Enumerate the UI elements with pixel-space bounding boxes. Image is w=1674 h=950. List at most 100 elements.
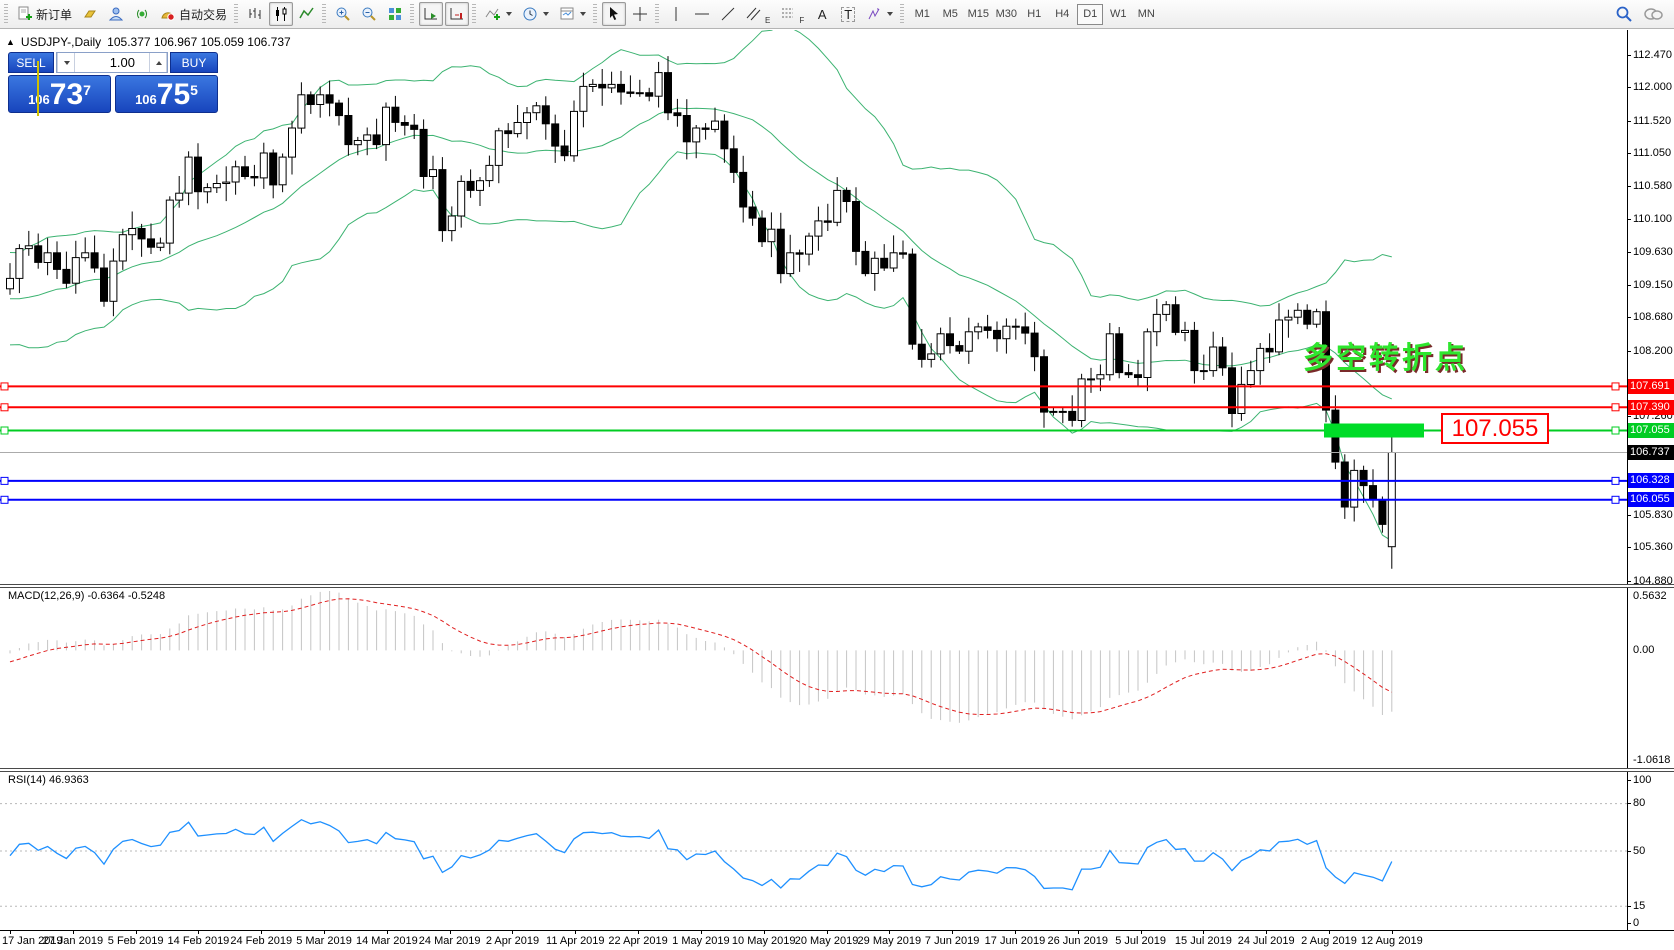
new-order-button[interactable]: 新订单: [13, 2, 76, 26]
macd-signal-line: [9, 598, 1393, 715]
sell-price-box[interactable]: 106 73 7: [8, 75, 111, 113]
buy-price-box[interactable]: 106 75 5: [115, 75, 218, 113]
candle-body: [316, 94, 325, 106]
candle-body: [203, 187, 212, 193]
date-tick-mark: [261, 930, 263, 934]
tile-windows-button[interactable]: [383, 2, 407, 26]
tf-m5-button[interactable]: M5: [942, 8, 958, 20]
candle-body: [1256, 347, 1265, 372]
date-label: 5 Jul 2019: [1115, 935, 1166, 947]
candle-body: [673, 112, 682, 117]
collapse-arrow-icon[interactable]: ▲: [6, 37, 15, 47]
candle-body: [1275, 319, 1283, 353]
price-tick-label: 112.470: [1633, 48, 1672, 61]
tf-m15-button[interactable]: M15: [967, 8, 989, 20]
turning-point-annotation[interactable]: 多空转折点: [1303, 342, 1468, 375]
level-line-handle: [1611, 476, 1620, 485]
crosshair-button[interactable]: [628, 2, 652, 26]
horizontal-line-button[interactable]: [690, 2, 714, 26]
candle-body: [541, 105, 550, 125]
tf-h4-button[interactable]: H4: [1055, 8, 1070, 20]
candle-body: [438, 169, 447, 232]
tf-m1-button[interactable]: M1: [914, 8, 930, 20]
candle-body: [626, 91, 635, 94]
volume-stepper[interactable]: 1.00: [56, 52, 168, 73]
candle-body: [861, 250, 870, 275]
volume-down-button[interactable]: [57, 53, 75, 72]
profile-button[interactable]: [78, 2, 102, 26]
search-button[interactable]: [1611, 2, 1637, 26]
date-label: 5 Mar 2019: [296, 935, 352, 947]
signal-icon: [134, 6, 150, 22]
candle-body: [109, 260, 118, 302]
price-chart-canvas[interactable]: [0, 30, 1674, 930]
text-label-button[interactable]: T: [836, 2, 860, 26]
indicators-button[interactable]: [481, 2, 516, 26]
candle-body: [353, 140, 362, 146]
buy-button[interactable]: BUY: [170, 52, 218, 73]
signals-button[interactable]: [130, 2, 154, 26]
trendline-button[interactable]: [716, 2, 740, 26]
auto-trading-button[interactable]: 自动交易: [156, 2, 231, 26]
arrows-button[interactable]: [862, 2, 897, 26]
candlestick-button[interactable]: [269, 2, 294, 26]
text-button[interactable]: A: [810, 2, 834, 26]
toolbar-grip: [655, 4, 660, 24]
price-tick-mark: [1627, 580, 1631, 582]
macd-pane-splitter[interactable]: [0, 584, 1674, 588]
zoom-in-button[interactable]: [331, 2, 355, 26]
cursor-button[interactable]: [602, 2, 627, 26]
line-chart-button[interactable]: [295, 2, 319, 26]
candle-body: [729, 148, 738, 173]
date-tick-mark: [512, 930, 514, 934]
tf-d1-button[interactable]: D1: [1077, 3, 1104, 25]
sell-price-big: 73: [49, 78, 84, 111]
date-tick-mark: [324, 930, 326, 934]
fibonacci-button[interactable]: F: [776, 2, 808, 26]
templates-button[interactable]: [555, 2, 590, 26]
volume-up-button[interactable]: [149, 53, 167, 72]
tf-h1-button[interactable]: H1: [1027, 8, 1042, 20]
date-label: 2 Aug 2019: [1301, 935, 1357, 947]
tf-mn-button[interactable]: MN: [1137, 8, 1155, 20]
zoom-out-button[interactable]: [357, 2, 381, 26]
rsi-scale-label: 50: [1633, 844, 1646, 857]
text-label-icon: T: [841, 6, 856, 22]
candle-body: [870, 257, 879, 275]
auto-trading-label: 自动交易: [179, 7, 228, 22]
volume-value[interactable]: 1.00: [109, 55, 135, 70]
sell-price-sup: 7: [83, 82, 91, 98]
candle-body: [588, 83, 597, 88]
community-button[interactable]: [1639, 2, 1667, 26]
sell-button[interactable]: SELL: [8, 52, 54, 73]
auto-scroll-button[interactable]: [419, 2, 444, 26]
candle-body: [664, 72, 672, 114]
rsi-scale-label: 80: [1633, 797, 1646, 810]
candle-body: [899, 252, 907, 255]
level-price-label[interactable]: 107.055: [1441, 413, 1549, 444]
candle-body: [118, 234, 127, 262]
tf-w1-button[interactable]: W1: [1110, 8, 1127, 20]
candle-body: [1152, 313, 1161, 333]
bar-chart-button[interactable]: [243, 2, 267, 26]
level-line-handle: [1611, 426, 1620, 435]
expert-advisors-button[interactable]: [104, 2, 128, 26]
candle-body: [805, 235, 813, 255]
price-tick-label: 104.880: [1633, 574, 1673, 587]
date-tick-mark: [638, 930, 640, 934]
date-axis[interactable]: 17 Jan 2019 27 Jan 2019 5 Feb 2019 14 Feb 2…: [0, 930, 1674, 950]
candle-body: [325, 94, 334, 104]
date-label: 15 Jul 2019: [1174, 935, 1232, 947]
line-chart-icon: [299, 6, 315, 22]
candle-body: [560, 145, 569, 157]
periods-button[interactable]: [518, 2, 553, 26]
chart-shift-button[interactable]: [445, 2, 470, 26]
vertical-line-object[interactable]: [37, 61, 39, 116]
tf-m30-button[interactable]: M30: [995, 8, 1017, 20]
toolbar-grip: [322, 4, 327, 24]
candle-body: [363, 134, 372, 141]
vertical-line-button[interactable]: [664, 2, 688, 26]
channel-button[interactable]: E: [742, 2, 774, 26]
date-label: 7 Jun 2019: [924, 935, 980, 947]
rsi-pane-splitter[interactable]: [0, 768, 1674, 772]
